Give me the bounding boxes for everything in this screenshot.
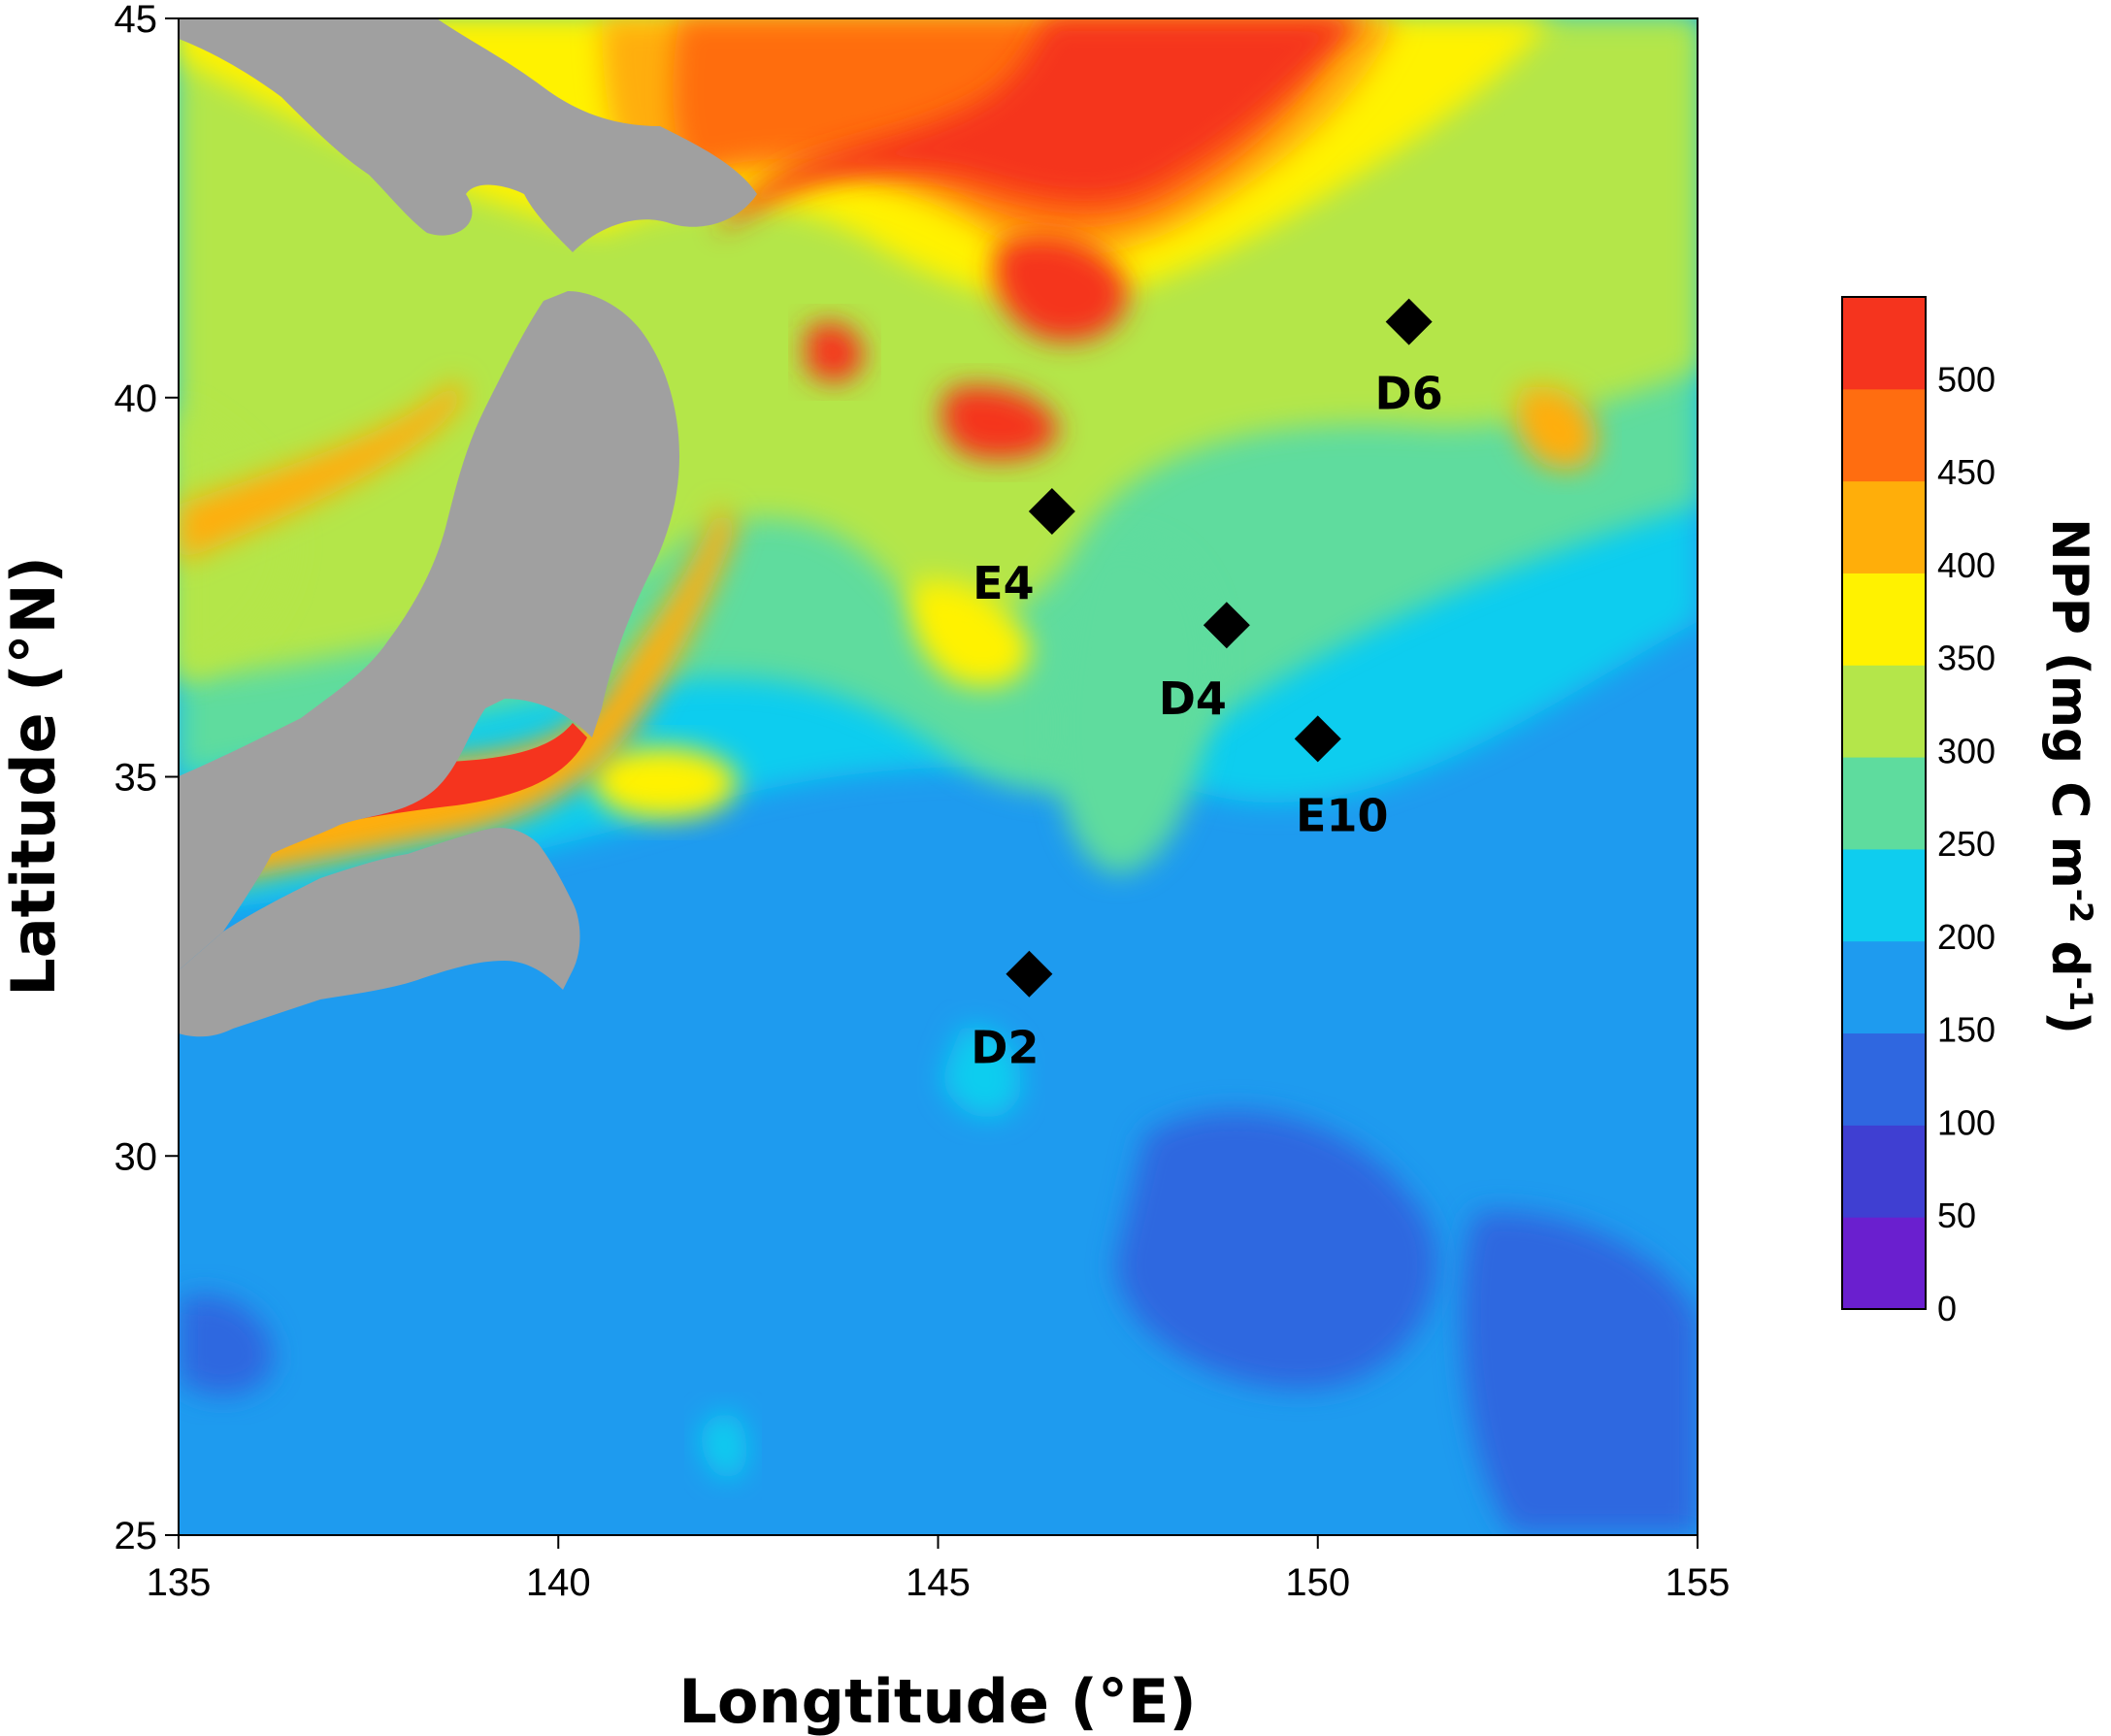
land-honshu-north [179,291,679,970]
station-label-d2: D2 [971,1022,1039,1074]
y-tick-label: 45 [115,0,158,41]
colorbar-title-sup1: -2 [2062,889,2099,924]
colorbar-label: 250 [1937,824,1996,864]
colorbar-title-mid: d [2040,923,2098,976]
colorbar-label: 150 [1937,1010,1996,1050]
colorbar-segment [1842,1217,1926,1310]
colorbar-segment [1842,573,1926,666]
colorbar-title-sup2: -1 [2062,977,2099,1012]
npp-patch-low [1461,1211,1698,1533]
y-tick-label: 25 [115,1515,158,1557]
npp-band-200-250 [699,1412,747,1480]
colorbar-segment [1842,848,1926,942]
y-axis-title: Latitude (°N) [0,556,69,997]
land-mass [179,18,757,1037]
colorbar-label: 350 [1937,639,1996,678]
station-marker-e10 [1294,715,1341,763]
colorbar-label: 100 [1937,1102,1996,1142]
colorbar-label: 50 [1937,1196,1976,1235]
colorbar-segment [1842,940,1926,1034]
colorbar-label: 500 [1937,359,1996,399]
colorbar-segment [1842,757,1926,850]
colorbar-label: 200 [1937,917,1996,957]
npp-patch-low [179,1294,274,1395]
station-marker-e4 [1028,487,1075,535]
land-hokkaido [179,18,757,252]
npp-band-above-500 [993,235,1128,342]
colorbar-label: 450 [1937,452,1996,492]
x-tick-label: 135 [147,1561,212,1604]
station-label-e4: E4 [973,557,1034,609]
npp-band-200-250 [941,1027,1021,1118]
y-tick-label: 40 [115,377,158,420]
colorbar-label: 0 [1937,1289,1957,1328]
colorbar-segment [1842,665,1926,758]
colorbar-title-text: NPP (mg C m [2040,518,2098,889]
colorbar-frame [1841,296,1927,1310]
colorbar-label: 300 [1937,731,1996,770]
colorbar-segment [1842,1125,1926,1218]
station-label-d6: D6 [1375,368,1443,420]
npp-patch-low [1116,1111,1437,1390]
x-tick-label: 150 [1285,1561,1350,1604]
colorbar-label: 400 [1937,545,1996,585]
colorbar-segment [1842,388,1926,482]
npp-band-400-450 [1515,386,1598,470]
colorbar-title: NPP (mg C m-2 d-1) [2040,518,2099,1034]
stations-layer: D6 E4 D4 E10 D2 [971,298,1443,1074]
x-axis-ticks: 135 140 145 150 155 [147,1535,1731,1604]
colorbar-labels: 0 50 100 150 200 250 300 350 400 450 500 [1937,359,1996,1328]
y-tick-label: 30 [115,1135,158,1178]
colorbar-title-end: ) [2040,1011,2098,1034]
colorbar-segment [1842,1032,1926,1126]
station-marker-d2 [1006,950,1053,998]
x-tick-label: 145 [906,1561,971,1604]
npp-band-above-500 [940,385,1058,460]
x-tick-label: 140 [526,1561,591,1604]
npp-band-above-500 [718,18,1378,233]
x-tick-label: 155 [1666,1561,1731,1604]
x-axis-title: Longtitude (°E) [678,1666,1196,1736]
y-axis-ticks: 25 30 35 40 45 [115,0,179,1557]
npp-band-250-300 [1055,540,1215,873]
station-label-e10: E10 [1296,789,1388,841]
npp-coastal-rim [179,378,466,563]
station-marker-d6 [1385,298,1433,345]
map-plot-area [179,18,1698,1535]
colorbar [1841,296,1927,1310]
npp-band-350-400 [592,746,738,819]
y-tick-label: 35 [115,757,158,800]
npp-band-350-400 [909,580,1031,687]
station-label-d4: D4 [1159,672,1227,725]
colorbar-segment [1842,480,1926,573]
colorbar-segment [1842,297,1926,390]
station-marker-d4 [1203,602,1250,649]
land-honshu-south [179,828,580,1037]
npp-band-above-500 [806,321,864,382]
